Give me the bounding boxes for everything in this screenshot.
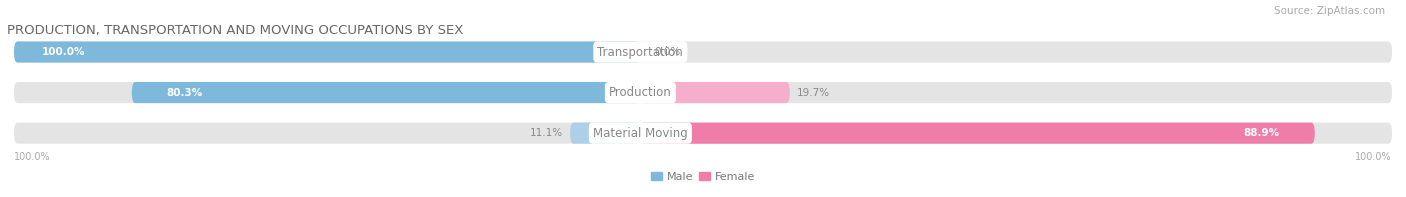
Text: 88.9%: 88.9% <box>1244 128 1279 138</box>
FancyBboxPatch shape <box>569 123 640 144</box>
FancyBboxPatch shape <box>640 82 790 103</box>
Text: 100.0%: 100.0% <box>42 47 86 57</box>
Text: Transportation: Transportation <box>598 46 683 59</box>
Text: Material Moving: Material Moving <box>593 127 688 140</box>
FancyBboxPatch shape <box>640 123 1315 144</box>
FancyBboxPatch shape <box>14 123 1392 144</box>
Text: 100.0%: 100.0% <box>1355 152 1392 162</box>
Text: Production: Production <box>609 86 672 99</box>
FancyBboxPatch shape <box>132 82 640 103</box>
Text: 0.0%: 0.0% <box>654 47 681 57</box>
FancyBboxPatch shape <box>14 42 640 63</box>
Text: PRODUCTION, TRANSPORTATION AND MOVING OCCUPATIONS BY SEX: PRODUCTION, TRANSPORTATION AND MOVING OC… <box>7 24 464 37</box>
Text: 80.3%: 80.3% <box>166 88 202 98</box>
Legend: Male, Female: Male, Female <box>647 167 759 186</box>
Text: 19.7%: 19.7% <box>797 88 830 98</box>
Text: 11.1%: 11.1% <box>530 128 564 138</box>
FancyBboxPatch shape <box>14 42 1392 63</box>
Text: 100.0%: 100.0% <box>14 152 51 162</box>
FancyBboxPatch shape <box>14 82 1392 103</box>
Text: Source: ZipAtlas.com: Source: ZipAtlas.com <box>1274 6 1385 16</box>
